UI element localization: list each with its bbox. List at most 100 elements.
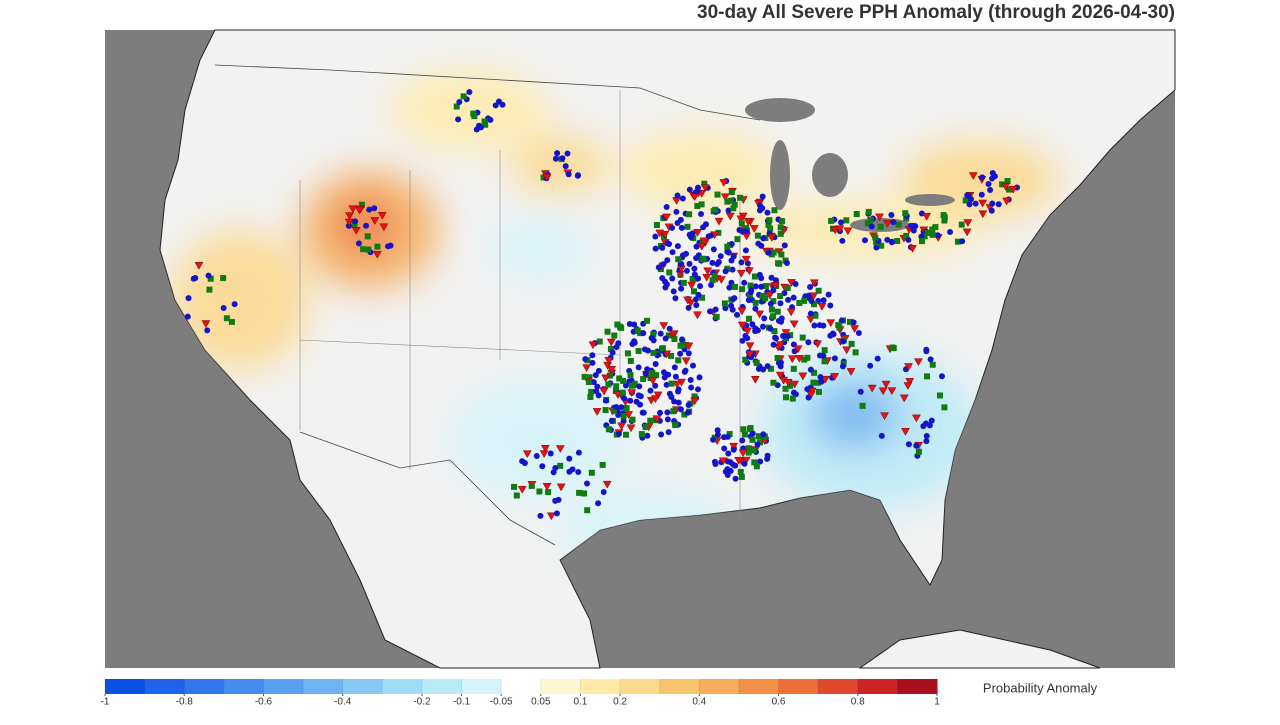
tornado-report (882, 219, 892, 228)
wind-report (636, 383, 643, 390)
hail-report (753, 359, 760, 366)
hail-report (924, 229, 931, 236)
tornado-report (606, 338, 616, 347)
tornado-report (783, 378, 793, 387)
tornado-report (743, 327, 752, 336)
hail-report (588, 388, 595, 395)
wind-report (725, 207, 732, 214)
wind-report (752, 305, 759, 312)
hail-report (747, 425, 754, 432)
tornado-report (729, 442, 739, 451)
wind-report (985, 180, 992, 187)
wind-report (552, 497, 559, 504)
colorbar-segment (303, 679, 344, 694)
wind-report (725, 450, 732, 457)
hail-report (751, 459, 758, 466)
wind-report (839, 363, 846, 370)
wind-report (732, 462, 739, 469)
tornado-report (794, 355, 804, 363)
wind-report (791, 348, 798, 355)
tornado-report (793, 345, 803, 354)
hail-report (853, 211, 860, 218)
hail-report (616, 323, 623, 330)
tornado-report (681, 357, 691, 366)
wind-report (690, 362, 697, 369)
wind-report (827, 302, 834, 309)
wind-report (868, 223, 875, 230)
wind-report (710, 436, 717, 443)
wind-report (584, 480, 591, 487)
wind-report (807, 366, 814, 373)
wind-report (688, 384, 695, 391)
wind-report (760, 235, 767, 242)
tornado-report (1008, 185, 1018, 194)
wind-report (772, 335, 779, 342)
wind-report (764, 363, 771, 370)
wind-report (913, 442, 920, 449)
colorbar-segment (105, 679, 146, 694)
wind-report (639, 409, 646, 416)
hail-report (811, 301, 818, 308)
wind-report (184, 313, 191, 320)
wind-report (692, 296, 699, 303)
wind-report (959, 238, 966, 245)
hail-report (602, 407, 609, 414)
wind-report (773, 277, 780, 284)
wind-report (595, 500, 602, 507)
wind-report (629, 341, 636, 348)
us-canada-border (214, 64, 761, 121)
tornado-report (588, 341, 598, 350)
wind-report (721, 445, 728, 452)
hail-report (737, 194, 744, 201)
hail-report (726, 431, 733, 438)
wind-report (678, 224, 685, 231)
wind-report (905, 236, 912, 243)
hail-report (677, 342, 684, 349)
colorbar-segment (580, 679, 621, 694)
tornado-report (734, 456, 744, 465)
hail-report (453, 103, 460, 110)
tornado-report (878, 387, 888, 396)
tornado-report (787, 355, 797, 364)
wind-report (620, 418, 627, 425)
wind-report (679, 252, 686, 259)
wind-report (817, 373, 824, 380)
wind-report (792, 280, 799, 287)
wind-report (758, 242, 765, 249)
tornado-report (601, 374, 611, 383)
wind-report (640, 330, 647, 337)
hail-report (921, 233, 928, 240)
tornado-report (905, 378, 915, 386)
hail-report (364, 233, 371, 240)
colorbar-tick-label: 0.4 (692, 697, 706, 708)
wind-report (674, 192, 681, 199)
hail-report (846, 318, 853, 325)
wind-report (635, 364, 642, 371)
wind-report (717, 253, 724, 260)
wind-report (923, 348, 930, 355)
wind-report (608, 417, 615, 424)
hail-report (812, 312, 819, 319)
tornado-report (745, 342, 755, 351)
tornado-report (683, 296, 693, 305)
wind-report (754, 441, 761, 448)
wind-report (664, 257, 671, 264)
wind-report (366, 206, 373, 213)
wind-report (652, 361, 659, 368)
tornado-report (542, 483, 552, 491)
hail-report (768, 306, 775, 313)
wind-report (487, 116, 494, 123)
tornado-report (648, 377, 658, 385)
wind-report (804, 386, 811, 393)
wind-report (741, 460, 748, 467)
tornado-report (867, 384, 877, 393)
tornado-report (540, 444, 550, 453)
wind-report (754, 327, 761, 334)
tornado-report (379, 223, 389, 232)
wind-report (691, 271, 698, 278)
tornado-report (607, 365, 617, 374)
wind-report (671, 364, 678, 371)
hail-report (638, 431, 645, 438)
hail-report (228, 318, 235, 325)
wind-report (371, 205, 378, 212)
